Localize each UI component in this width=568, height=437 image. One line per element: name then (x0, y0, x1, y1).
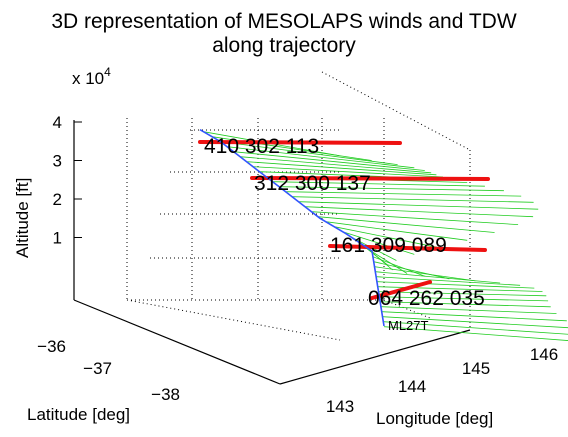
mesolaps-wind-line-5 (240, 156, 432, 174)
mesolaps-wind-line-39 (383, 326, 568, 341)
mesolaps-wind-line-19 (334, 226, 440, 249)
mesolaps-wind-line-17 (317, 216, 495, 233)
chart-subtitle: along trajectory (212, 34, 356, 57)
mesolaps-wind-line-32 (378, 291, 547, 297)
mesolaps-wind-line-38 (383, 321, 568, 335)
mesolaps-wind-line-2 (220, 141, 398, 165)
mesolaps-wind-line-30 (376, 281, 535, 289)
y-tick-label-1: −37 (83, 359, 112, 378)
x-axis-line (279, 329, 471, 385)
trajectory-line (199, 129, 385, 327)
mesolaps-wind-line-33 (379, 296, 549, 302)
mesolaps-wind-line-18 (325, 221, 468, 241)
z-tick-label-3: 4 (53, 113, 62, 132)
z-tick-label-1: 2 (53, 190, 62, 209)
y-tick-label-2: −38 (151, 385, 180, 404)
y-axis-label: Latitude [deg] (27, 405, 130, 424)
x-tick-label-1: 144 (398, 377, 426, 396)
tdw-label-2: 161 309 089 (330, 234, 447, 257)
y-axis-line (73, 299, 281, 385)
mesolaps-wind-line-28 (375, 271, 501, 284)
tdw-label-0: 410 302 113 (204, 135, 319, 158)
grid-lines (126, 71, 471, 341)
tdw-label-3: 064 262 035 (368, 287, 485, 310)
tdw-winds (198, 140, 490, 300)
mesolaps-wind-line-25 (372, 256, 426, 277)
grid-line-top-edge (321, 71, 471, 151)
chart-title: 3D representation of MESOLAPS winds and … (51, 10, 517, 33)
mesolaps-wind-line-13 (291, 196, 534, 203)
labels: 1 2 3 4 −36 −37 −38 143 144 145 146 410 302 113 312 … (37, 113, 558, 416)
grid-line-floor-diag (126, 299, 341, 341)
mesolaps-wind-line-34 (380, 301, 551, 308)
y-tick-label-0: −36 (37, 337, 66, 356)
tdw-wind-bar-0 (198, 140, 402, 145)
tdw-wind-bar-1 (250, 176, 490, 181)
mesolaps-wind-line-35 (380, 306, 557, 314)
trajectory-name-label: ML27T (388, 318, 429, 333)
z-tick-label-0: 1 (53, 229, 62, 248)
x-axis-label: Longitude [deg] (376, 409, 493, 428)
mesolaps-wind-line-20 (342, 231, 415, 255)
mesolaps-wind-line-16 (311, 211, 519, 225)
mesolaps-wind-line-26 (373, 261, 450, 280)
mesolaps-wind-line-14 (298, 201, 539, 210)
grid-line-floor-side (383, 299, 431, 319)
mesolaps-wind-line-7 (253, 166, 444, 178)
z-axis-label: Altitude [ft] (13, 178, 32, 258)
tdw-wind-bar-2 (328, 244, 487, 252)
mesolaps-wind-line-6 (246, 161, 437, 176)
mesolaps-wind-line-37 (382, 316, 568, 329)
axes (73, 120, 471, 385)
mesolaps-wind-line-10 (272, 181, 485, 187)
mesolaps-wind-line-29 (376, 276, 521, 286)
tdw-label-1: 312 300 137 (254, 172, 371, 195)
mesolaps-wind-line-12 (285, 191, 522, 197)
tdw-wind-bar-3 (370, 280, 432, 300)
x-tick-label-2: 145 (462, 359, 490, 378)
mesolaps-wind-line-15 (304, 206, 534, 218)
trajectory-series (199, 129, 385, 327)
x-tick-label-3: 146 (530, 345, 558, 364)
mesolaps-wind-line-11 (278, 186, 504, 192)
mesolaps-wind-line-3 (227, 146, 415, 169)
mesolaps-wind-line-4 (233, 151, 425, 171)
mesolaps-wind-line-27 (374, 266, 476, 282)
x-tick-label-0: 143 (326, 397, 354, 416)
z-tick-label-2: 3 (53, 152, 62, 171)
z-exponent-label: x 104 (72, 65, 111, 88)
mesolaps-wind-line-36 (381, 311, 567, 322)
